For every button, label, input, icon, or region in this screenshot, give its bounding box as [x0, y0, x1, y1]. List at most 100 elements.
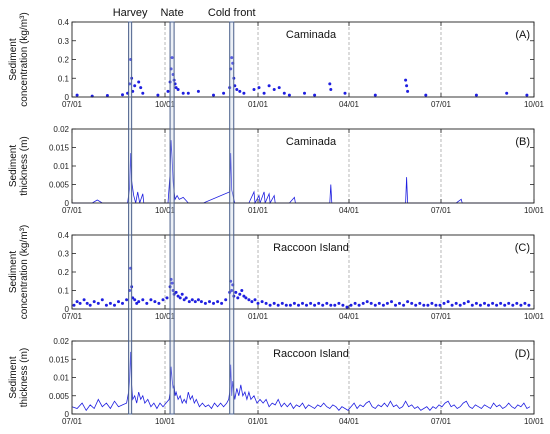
- data-point: [474, 301, 478, 305]
- data-point: [454, 301, 458, 305]
- y-tick-label: 0.015: [49, 144, 70, 153]
- data-point: [139, 86, 143, 90]
- x-tick-label: 07/01: [431, 100, 452, 109]
- y-tick-label: 0.01: [53, 374, 69, 383]
- data-point: [242, 294, 246, 298]
- data-point: [466, 300, 470, 304]
- data-point: [212, 301, 215, 305]
- data-point: [176, 88, 180, 91]
- data-point: [149, 298, 153, 302]
- data-point: [361, 301, 365, 305]
- data-point: [234, 290, 238, 294]
- data-point: [329, 88, 333, 91]
- y-tick-label: 0: [65, 305, 70, 314]
- data-point: [373, 93, 377, 97]
- data-point: [280, 301, 284, 305]
- data-point: [264, 301, 268, 305]
- plot-frame: [71, 128, 535, 204]
- y-tick-label: 0.02: [53, 337, 69, 346]
- data-point: [381, 303, 385, 307]
- event-band: [229, 21, 235, 415]
- data-point: [180, 292, 184, 296]
- panel-tag: (D): [515, 348, 530, 360]
- y-tick-label: 0.2: [58, 56, 70, 65]
- y-axis-label: Sedimentconcentration (kg/m³): [8, 225, 30, 319]
- data-point: [250, 300, 254, 304]
- data-point: [157, 301, 161, 305]
- data-point: [474, 93, 478, 97]
- data-point: [257, 86, 261, 90]
- panel-tag: (B): [515, 136, 530, 148]
- data-point: [141, 298, 145, 302]
- data-point: [92, 300, 96, 304]
- data-point: [458, 303, 462, 307]
- event-band: [128, 21, 133, 415]
- data-point: [208, 300, 211, 304]
- data-point: [72, 303, 76, 307]
- y-axis-label-line1: Sediment: [8, 251, 19, 293]
- data-point: [523, 301, 527, 305]
- data-point: [373, 303, 377, 307]
- data-point: [309, 301, 313, 305]
- y-tick-label: 0.02: [53, 125, 69, 134]
- y-tick-label: 0.015: [49, 355, 70, 364]
- data-point: [398, 301, 401, 305]
- data-point: [369, 301, 373, 305]
- event-label: Cold front: [208, 7, 256, 19]
- data-point: [507, 301, 511, 305]
- panel-c: 0 0.1 0.2 0.3 0.4 07/01 10/01 01/01 04/01 07/01 10…: [8, 225, 545, 321]
- plot-frame: [71, 340, 535, 415]
- x-tick-label: 01/01: [248, 417, 269, 426]
- data-point: [137, 300, 141, 304]
- data-point: [525, 93, 529, 97]
- y-axis-label-line2: thickness (m): [19, 348, 30, 407]
- data-point: [434, 303, 438, 307]
- data-point: [321, 303, 325, 307]
- data-point: [153, 300, 157, 304]
- y-tick-label: 0: [65, 93, 70, 102]
- panel-tag: (A): [515, 29, 530, 41]
- data-point: [230, 289, 234, 292]
- data-point: [212, 93, 215, 97]
- data-point: [230, 56, 234, 60]
- x-tick-label: 04/01: [339, 100, 360, 109]
- data-point: [341, 303, 345, 307]
- data-point: [203, 301, 207, 305]
- data-point: [288, 303, 292, 307]
- data-point: [313, 93, 317, 97]
- event-band: [169, 21, 175, 415]
- data-point: [353, 301, 357, 305]
- data-point: [272, 301, 276, 305]
- panel-d: 0 0.005 0.01 0.015 0.02 07/01 10/01 01/01 04/01 0…: [8, 337, 545, 426]
- data-point: [430, 301, 434, 305]
- data-point: [483, 301, 486, 305]
- y-axis-label-line2: concentration (kg/m³): [19, 12, 30, 106]
- data-point: [282, 91, 286, 95]
- data-point: [121, 301, 124, 305]
- data-point: [418, 301, 422, 305]
- data-point: [527, 303, 531, 307]
- data-point: [216, 300, 220, 304]
- data-point: [88, 303, 92, 307]
- data-point: [328, 82, 332, 86]
- y-tick-label: 0.4: [58, 231, 70, 240]
- data-point: [424, 93, 428, 97]
- data-point: [438, 303, 442, 307]
- data-point: [125, 298, 129, 302]
- data-point: [470, 303, 474, 307]
- data-point: [345, 305, 349, 309]
- x-tick-label: 10/01: [155, 100, 176, 109]
- data-point: [303, 91, 306, 95]
- x-tick-label: 10/01: [524, 206, 545, 215]
- x-tick-label: 01/01: [248, 206, 269, 215]
- data-point: [235, 88, 239, 91]
- y-axis-label-line2: thickness (m): [19, 136, 30, 195]
- data-point: [385, 301, 389, 305]
- y-tick-label: 0.3: [58, 250, 70, 259]
- panel-tag: (C): [515, 242, 530, 254]
- x-tick-label: 10/01: [155, 417, 176, 426]
- data-point: [503, 303, 507, 307]
- data-point: [377, 301, 381, 305]
- data-point: [137, 80, 141, 84]
- data-point: [193, 300, 197, 304]
